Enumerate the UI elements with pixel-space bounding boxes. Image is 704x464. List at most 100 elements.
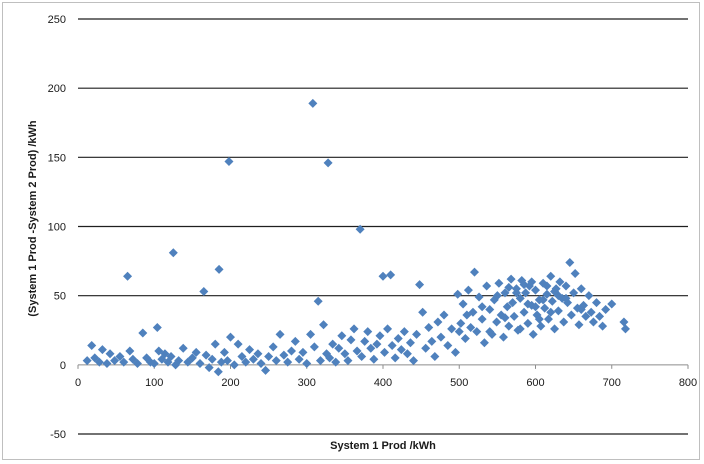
data-point <box>337 331 347 341</box>
data-point <box>601 305 611 314</box>
data-point <box>528 329 538 339</box>
data-point <box>294 354 304 364</box>
data-point <box>149 358 159 368</box>
data-point <box>421 343 431 353</box>
y-tick-label: 50 <box>54 291 66 303</box>
data-point <box>536 321 546 331</box>
data-point <box>366 343 376 353</box>
data-point <box>226 332 235 342</box>
data-point <box>207 354 217 364</box>
data-point <box>477 314 487 324</box>
data-point <box>363 327 373 337</box>
data-point <box>256 358 266 368</box>
data-point <box>460 334 470 344</box>
y-tick-label: 200 <box>48 83 66 95</box>
data-point <box>409 356 418 366</box>
data-point <box>500 313 510 323</box>
data-point <box>378 271 388 281</box>
y-tick-label: 0 <box>60 360 66 372</box>
data-point <box>508 298 518 308</box>
data-point <box>456 318 466 328</box>
data-point <box>178 343 188 353</box>
data-point <box>387 340 397 350</box>
data-point <box>504 321 514 331</box>
data-point <box>474 292 484 302</box>
data-point <box>531 285 540 295</box>
data-point <box>619 317 629 327</box>
data-point <box>152 322 162 332</box>
data-point <box>485 327 495 337</box>
data-point <box>287 346 296 356</box>
data-point <box>325 353 335 363</box>
y-tick-label: 250 <box>48 14 66 26</box>
data-point <box>519 307 529 317</box>
data-point <box>275 329 285 339</box>
data-point <box>245 345 255 355</box>
data-point <box>166 352 176 362</box>
data-point <box>540 303 550 313</box>
data-point <box>393 334 403 344</box>
data-point <box>515 324 525 334</box>
data-point <box>191 347 201 357</box>
data-point <box>390 353 400 363</box>
data-point <box>248 354 258 364</box>
data-point <box>509 311 519 321</box>
data-point <box>105 349 115 359</box>
data-point <box>415 280 425 290</box>
data-point <box>229 360 239 370</box>
data-point <box>328 339 338 349</box>
data-point <box>82 356 92 366</box>
data-point <box>443 340 453 350</box>
data-point <box>102 358 112 368</box>
data-point <box>237 352 247 362</box>
data-point <box>302 358 312 368</box>
data-point <box>620 324 630 334</box>
data-point <box>466 322 476 332</box>
data-point <box>383 324 393 334</box>
data-point <box>592 298 601 308</box>
data-point <box>375 331 385 341</box>
data-point <box>506 274 516 284</box>
data-point <box>454 327 464 337</box>
data-point <box>523 318 533 328</box>
x-tick-label: 300 <box>298 377 316 389</box>
data-point <box>430 352 440 362</box>
data-point <box>201 350 211 360</box>
data-point <box>472 327 482 337</box>
chart-frame <box>2 2 700 460</box>
data-point <box>233 339 243 349</box>
data-point <box>290 336 300 346</box>
data-point <box>482 281 492 291</box>
data-point <box>542 289 552 299</box>
data-point <box>521 288 531 298</box>
tick-labels: -50 0 50 100 150 200 250 0 100 200 300 400 500 600 700… <box>48 14 698 441</box>
data-point <box>559 317 569 327</box>
data-point <box>352 346 362 356</box>
data-point <box>485 305 495 314</box>
data-point <box>436 332 446 342</box>
y-tick-label: 100 <box>48 222 66 234</box>
y-axis-title: (System 1 Prod -System 2 Prod) /kWh <box>27 120 39 316</box>
data-point <box>412 329 422 339</box>
data-point <box>427 336 437 346</box>
data-point <box>87 340 97 350</box>
x-tick-label: 0 <box>75 377 81 389</box>
data-point <box>219 347 229 357</box>
data-point <box>504 282 514 292</box>
data-point <box>433 317 443 327</box>
data-point <box>214 264 224 274</box>
data-point <box>355 224 365 234</box>
data-point <box>125 346 135 356</box>
x-tick-label: 500 <box>450 377 468 389</box>
data-point <box>515 293 525 303</box>
data-point <box>168 248 178 258</box>
data-point <box>450 347 460 357</box>
data-point <box>576 284 586 294</box>
data-point <box>369 354 379 364</box>
data-point <box>494 278 504 288</box>
data-point <box>110 356 120 366</box>
data-point <box>283 357 293 367</box>
data-point <box>519 280 529 290</box>
data-point <box>581 311 591 321</box>
